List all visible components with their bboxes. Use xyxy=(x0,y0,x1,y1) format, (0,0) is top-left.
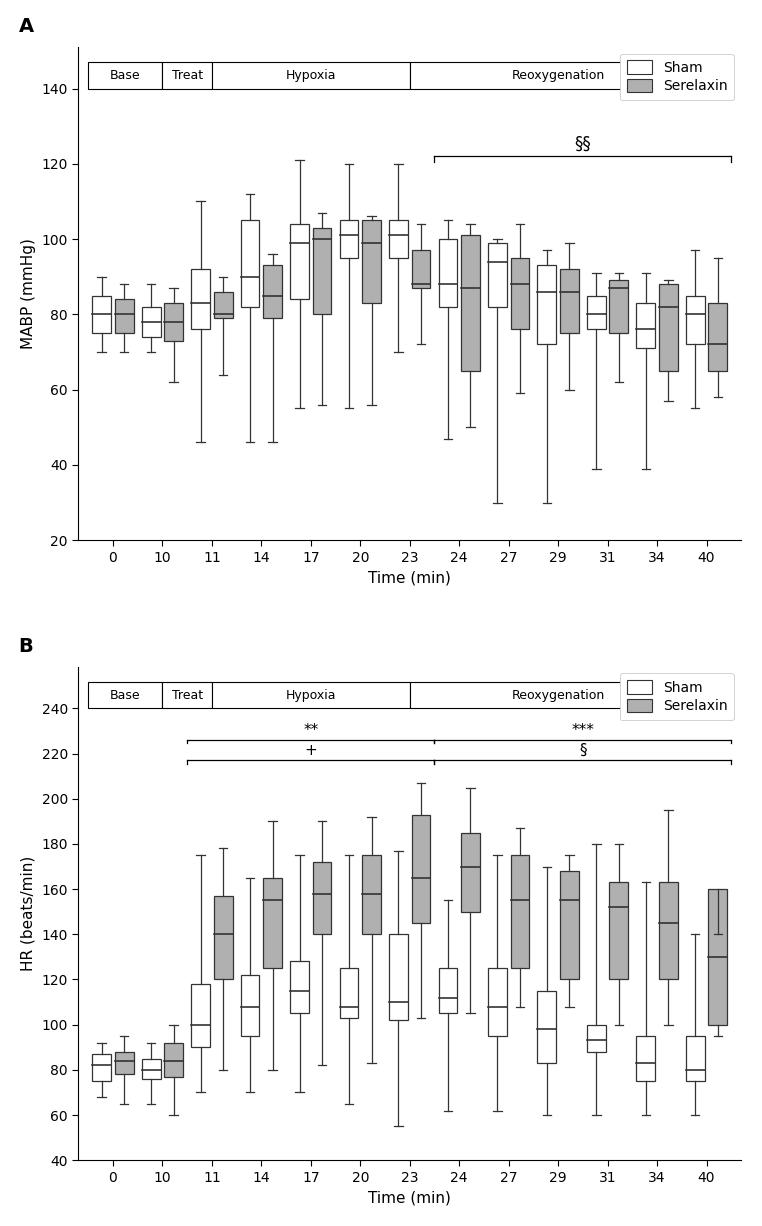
Text: Base: Base xyxy=(110,689,141,701)
Text: +: + xyxy=(305,743,317,758)
Bar xyxy=(488,243,507,306)
Text: ***: *** xyxy=(572,723,594,738)
Bar xyxy=(560,872,579,980)
Text: Base: Base xyxy=(110,69,141,82)
Text: Treat: Treat xyxy=(171,69,203,82)
Bar xyxy=(511,856,530,969)
Bar xyxy=(212,63,410,88)
Legend: Sham, Serelaxin: Sham, Serelaxin xyxy=(620,54,735,101)
Text: §§: §§ xyxy=(575,135,591,152)
Text: Hypoxia: Hypoxia xyxy=(286,69,336,82)
Y-axis label: MABP (mmHg): MABP (mmHg) xyxy=(21,238,36,349)
Bar xyxy=(438,969,457,1014)
Bar xyxy=(142,306,161,337)
Bar xyxy=(362,856,381,934)
Bar xyxy=(191,984,210,1047)
Bar xyxy=(115,1052,133,1074)
Bar xyxy=(461,832,480,912)
Bar xyxy=(92,1054,111,1081)
Text: Reoxygenation: Reoxygenation xyxy=(511,689,605,701)
Bar xyxy=(686,295,705,345)
Text: Hypoxia: Hypoxia xyxy=(286,689,336,701)
Bar xyxy=(88,682,162,709)
Bar xyxy=(290,224,309,299)
Bar xyxy=(263,878,282,969)
Bar xyxy=(389,221,408,257)
Bar xyxy=(537,991,556,1063)
Text: **: ** xyxy=(303,723,319,738)
Y-axis label: HR (beats/min): HR (beats/min) xyxy=(21,856,36,971)
Bar xyxy=(438,239,457,306)
Bar xyxy=(340,969,358,1018)
Bar xyxy=(659,284,677,370)
Bar xyxy=(411,250,431,288)
Bar xyxy=(165,303,183,341)
Bar xyxy=(410,63,706,88)
Text: Treat: Treat xyxy=(171,689,203,701)
Bar xyxy=(92,295,111,333)
Bar xyxy=(659,883,677,980)
Bar xyxy=(610,281,629,333)
Bar xyxy=(488,969,507,1036)
Bar xyxy=(537,266,556,345)
Bar xyxy=(610,883,629,980)
Bar xyxy=(587,1025,606,1052)
X-axis label: Time (min): Time (min) xyxy=(368,1190,451,1205)
Bar xyxy=(88,63,162,88)
Bar xyxy=(560,270,579,333)
Bar xyxy=(362,221,381,303)
Bar xyxy=(410,682,706,709)
Bar xyxy=(636,1036,655,1081)
Bar xyxy=(191,270,210,330)
Bar xyxy=(290,961,309,1014)
Bar xyxy=(511,257,530,330)
Bar xyxy=(411,814,431,923)
Bar xyxy=(312,228,331,314)
Bar xyxy=(142,1058,161,1079)
Bar xyxy=(212,682,410,709)
Bar xyxy=(709,889,727,1025)
Bar xyxy=(214,292,232,318)
Text: §: § xyxy=(579,743,587,758)
Bar xyxy=(165,1043,183,1076)
Bar xyxy=(686,1036,705,1081)
Bar xyxy=(461,235,480,370)
Bar xyxy=(312,862,331,934)
Legend: Sham, Serelaxin: Sham, Serelaxin xyxy=(620,673,735,721)
Bar xyxy=(263,266,282,318)
Bar xyxy=(587,295,606,330)
Bar xyxy=(162,63,212,88)
Bar xyxy=(115,299,133,333)
Text: B: B xyxy=(18,636,34,656)
Bar xyxy=(340,221,358,257)
Bar xyxy=(241,975,259,1036)
Bar xyxy=(389,934,408,1020)
Bar xyxy=(636,303,655,348)
Text: A: A xyxy=(18,17,34,36)
Bar xyxy=(241,221,259,306)
Text: Reoxygenation: Reoxygenation xyxy=(511,69,605,82)
Bar xyxy=(709,303,727,370)
Bar xyxy=(162,682,212,709)
Bar xyxy=(214,896,232,980)
X-axis label: Time (min): Time (min) xyxy=(368,570,451,585)
